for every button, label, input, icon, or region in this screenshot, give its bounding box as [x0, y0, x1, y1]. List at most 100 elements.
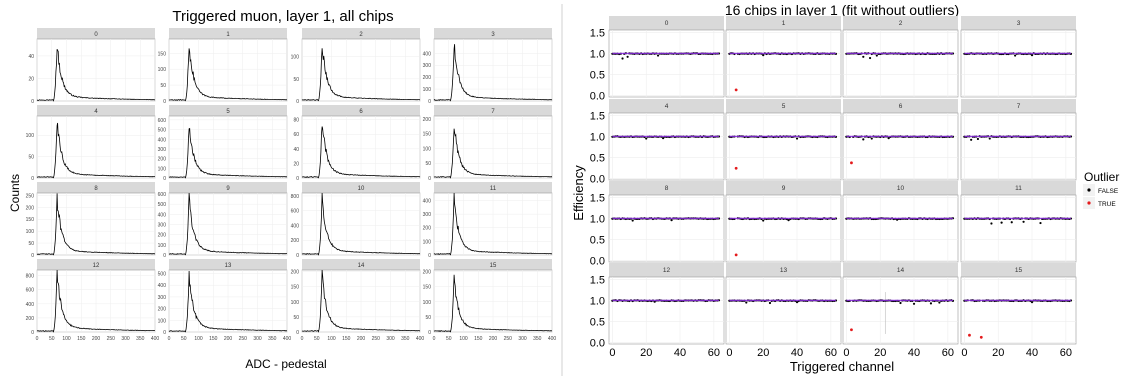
left-facet-label: 7: [491, 109, 495, 115]
left-y-tick-label: 400: [291, 223, 300, 229]
left-x-tick-label: 150: [474, 336, 483, 342]
left-x-tick-label: 200: [357, 336, 366, 342]
data-point: [768, 301, 772, 305]
right-facet-strip: [609, 181, 724, 195]
right-facet-label: 7: [1017, 103, 1021, 110]
left-facet-strip: [37, 259, 155, 270]
right-facet-strip: [726, 99, 841, 113]
left-y-tick-label: 200: [158, 233, 167, 239]
left-y-tick-label: 0: [31, 99, 34, 105]
right-x-tick-label: 20: [874, 347, 886, 359]
left-facet-strip: [302, 259, 420, 270]
left-y-tick-label: 200: [291, 270, 300, 276]
left-y-tick-label: 0: [31, 253, 34, 259]
right-x-tick-label: 60: [942, 347, 954, 359]
left-y-tick-label: 150: [423, 285, 432, 291]
left-y-tick-label: 100: [26, 133, 35, 139]
right-x-tick-label: 20: [640, 347, 652, 359]
left-x-tick-label: 50: [446, 336, 452, 342]
left-facet-label: 9: [226, 186, 230, 192]
left-y-tick-label: 600: [158, 192, 167, 198]
left-facet-label: 4: [94, 109, 98, 115]
left-facet-strip: [302, 105, 420, 116]
right-y-tick-label: 1.5: [590, 28, 605, 40]
right-panel: [842, 194, 959, 263]
right-x-axis-label: Triggered channel: [790, 359, 894, 374]
right-panel: [842, 112, 959, 181]
right-y-tick-label: 1.0: [590, 48, 605, 60]
left-facet-10: 10 0 200 400 600 800: [291, 182, 421, 259]
left-y-tick-label: 300: [158, 147, 167, 153]
left-y-tick-label: 0: [163, 253, 166, 259]
right-panel: [842, 29, 959, 98]
outlier-point: [968, 333, 971, 337]
right-facet-strip: [961, 181, 1076, 195]
data-point: [787, 219, 790, 222]
right-facet-10: 10: [842, 181, 959, 263]
left-y-tick-label: 0: [296, 330, 299, 336]
data-point: [1014, 54, 1017, 57]
left-y-tick-label: 0: [163, 99, 166, 105]
right-facet-strip: [726, 16, 841, 30]
right-y-axis-label: Efficiency: [571, 165, 586, 221]
adc-histogram-chart: Triggered muon, layer 1, all chips ADC -…: [8, 8, 556, 371]
left-facet-strip: [434, 28, 552, 39]
left-y-tick-label: 0: [428, 330, 431, 336]
left-y-tick-label: 600: [26, 288, 35, 294]
data-point: [662, 137, 665, 140]
left-y-tick-label: 20: [293, 161, 299, 167]
left-y-tick-label: 0: [296, 253, 299, 259]
left-x-tick-label: 200: [224, 336, 233, 342]
right-x-tick-label: 40: [1026, 347, 1038, 359]
right-facet-0: 0 0.0 0.5 1.0 1.5: [590, 16, 725, 102]
right-x-tick-label: 60: [825, 347, 837, 359]
left-histogram-curve: [168, 270, 287, 333]
right-facet-1: 1: [725, 16, 842, 98]
left-x-tick-label: 250: [107, 336, 116, 342]
left-x-tick-label: 400: [283, 336, 292, 342]
left-y-tick-label: 0: [31, 330, 34, 336]
left-x-tick-label: 100: [194, 336, 203, 342]
efficiency-chart: 16 chips in layer 1 (fit without outlier…: [571, 2, 1119, 374]
outlier-point: [850, 161, 853, 165]
right-facet-6: 6: [842, 99, 959, 181]
left-y-tick-label: 50: [293, 77, 299, 83]
right-panel: [725, 29, 842, 98]
outlier-legend: Outlier FALSE TRUE: [1083, 170, 1119, 209]
left-y-tick-label: 100: [158, 67, 167, 73]
data-point: [976, 137, 980, 141]
right-facet-label: 13: [780, 267, 788, 274]
right-y-tick-label: 0.5: [590, 69, 605, 81]
left-y-tick-label: 0: [163, 176, 166, 182]
left-y-tick-label: 0: [428, 99, 431, 105]
left-y-tick-label: 200: [26, 316, 35, 322]
data-point: [670, 219, 673, 222]
left-x-tick-label: 400: [548, 336, 557, 342]
right-facet-strip: [726, 263, 841, 277]
right-y-tick-label: 1.5: [590, 111, 605, 123]
data-point: [929, 302, 933, 305]
right-facet-strip: [609, 16, 724, 30]
left-histogram-curve: [302, 126, 421, 179]
left-y-tick-label: 150: [158, 51, 167, 57]
right-y-tick-label: 0.0: [590, 337, 605, 349]
left-y-tick-label: 200: [26, 205, 35, 211]
left-facet-label: 11: [490, 186, 497, 192]
legend-key-true: [1087, 201, 1091, 205]
left-y-tick-label: 0: [296, 99, 299, 105]
data-point: [795, 301, 799, 304]
left-facet-11: 11 0 100 200 300 400: [423, 182, 553, 259]
left-x-tick-label: 400: [151, 336, 160, 342]
left-facet-strip: [37, 28, 155, 39]
outlier-point: [979, 335, 983, 339]
left-x-tick-label: 0: [301, 336, 304, 342]
left-histogram-curve: [433, 192, 552, 256]
data-point: [912, 302, 916, 305]
left-facet-strip: [169, 28, 287, 39]
left-x-tick-label: 350: [533, 336, 542, 342]
left-y-tick-label: 250: [26, 193, 35, 199]
left-facet-13: 13 0 100 200 300 400 500 0 50 100 150 200 250 300 350 4…: [158, 259, 292, 342]
right-facet-label: 12: [663, 267, 671, 274]
